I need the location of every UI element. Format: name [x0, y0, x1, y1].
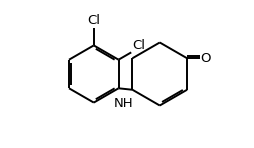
Text: Cl: Cl — [87, 14, 100, 27]
Text: Cl: Cl — [132, 39, 145, 52]
Text: O: O — [199, 52, 210, 65]
Text: NH: NH — [114, 97, 133, 110]
